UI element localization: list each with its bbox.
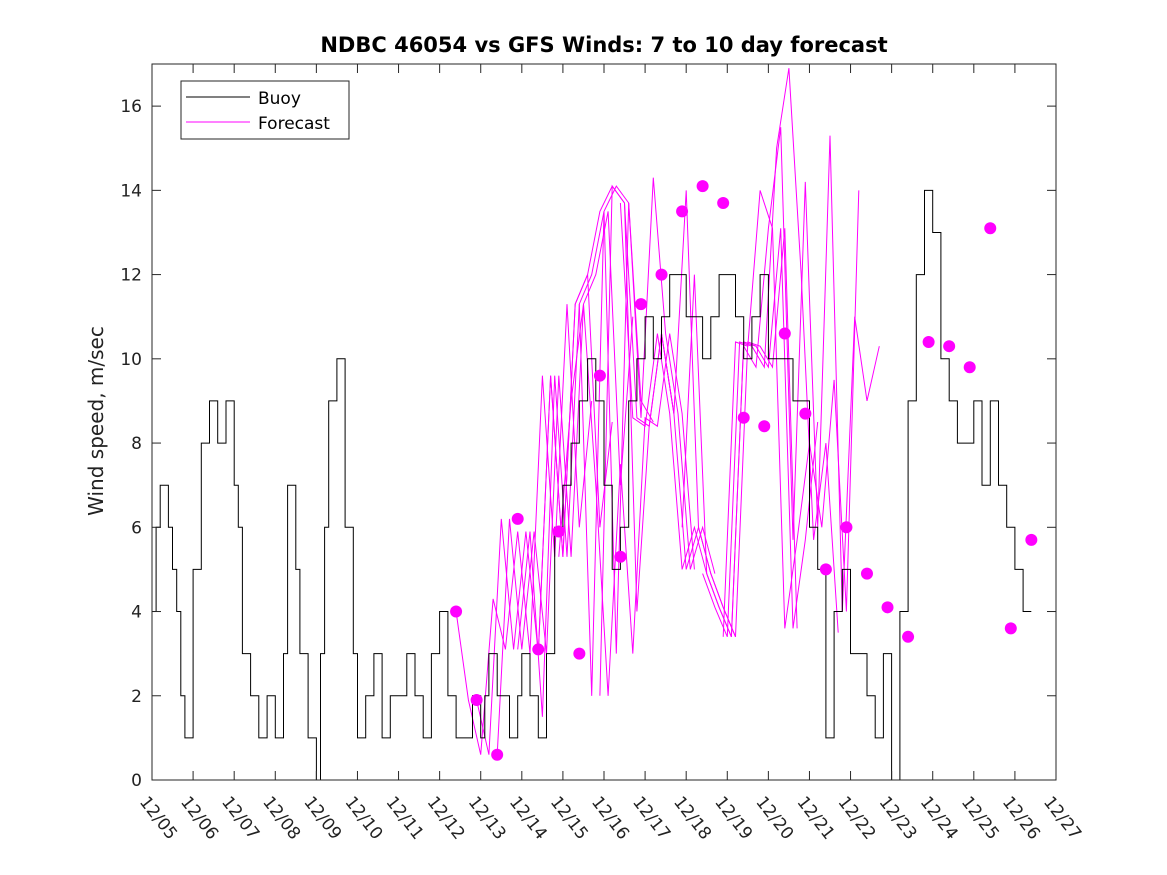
x-tick-label: 12/09 [299,793,345,844]
forecast-marker [943,340,956,353]
x-tick-label: 12/13 [464,793,510,844]
x-tick-label: 12/11 [382,793,428,844]
forecast-marker [614,550,627,563]
forecast-marker [1004,622,1017,635]
y-tick-label: 2 [131,687,142,707]
x-tick-label: 12/27 [1039,793,1085,844]
x-tick-label: 12/20 [751,793,797,844]
legend-label-buoy: Buoy [258,89,301,109]
forecast-marker [532,643,545,656]
legend-box [180,80,350,140]
forecast-run-line [578,177,716,696]
forecast-marker [860,567,873,580]
forecast-marker [799,407,812,420]
x-tick-label: 12/05 [135,793,181,844]
forecast-marker [778,327,791,340]
legend: Buoy Forecast [180,80,350,140]
forecast-marker [963,361,976,374]
x-tick-label: 12/24 [916,793,962,844]
y-tick-label: 16 [120,97,142,117]
forecast-marker [511,512,524,525]
y-tick-label: 14 [120,181,142,201]
forecast-marker [737,411,750,424]
x-tick-label: 12/08 [258,793,304,844]
x-tick-label: 12/06 [176,793,222,844]
x-tick-label: 12/17 [628,793,674,844]
forecast-marker [717,196,730,209]
forecast-marker [984,222,997,235]
forecast-marker [655,268,668,281]
forecast-marker [634,298,647,311]
forecast-marker [840,521,853,534]
x-tick-label: 12/07 [217,793,263,844]
x-tick-label: 12/26 [998,793,1044,844]
forecast-marker [470,693,483,706]
chart-title: NDBC 46054 vs GFS Winds: 7 to 10 day for… [320,33,887,57]
forecast-marker [491,748,504,761]
forecast-run-line [722,190,860,637]
y-tick-label: 6 [131,518,142,538]
forecast-marker [1025,533,1038,546]
x-tick-label: 12/25 [957,793,1003,844]
legend-label-forecast: Forecast [258,114,330,134]
x-tick-label: 12/23 [875,793,921,844]
y-axis-label: Wind speed, m/sec [84,326,108,516]
forecast-run-line [743,127,880,612]
forecast-marker [552,525,565,538]
x-tick-label: 12/19 [710,793,756,844]
x-tick-label: 12/21 [793,793,839,844]
forecast-marker [573,647,586,660]
forecast-marker [881,601,894,614]
y-axis: 0 2 4 6 8 10 12 14 16 [120,97,1056,791]
x-tick-label: 12/22 [834,793,880,844]
x-tick-label: 12/15 [546,793,592,844]
x-tick-label: 12/12 [423,793,469,844]
y-tick-label: 12 [120,266,142,286]
x-tick-label: 12/14 [505,793,551,844]
forecast-run-line [558,304,695,696]
forecast-marker [676,205,689,218]
forecast-run-line [702,68,839,637]
y-tick-label: 10 [120,350,142,370]
forecast-marker [696,180,709,193]
forecast-run-line [681,228,819,637]
forecast-run-line [661,228,798,637]
forecast-series [455,68,880,755]
forecast-marker [593,369,606,382]
forecast-marker [922,335,935,348]
buoy-line [152,189,1032,781]
forecast-marker [902,630,915,643]
forecast-marker [450,605,463,618]
forecast-marker [758,420,771,433]
x-tick-label: 12/10 [341,793,387,844]
y-tick-label: 8 [131,434,142,454]
y-tick-label: 4 [131,603,142,623]
buoy-series [152,189,1032,781]
x-tick-label: 12/18 [669,793,715,844]
y-tick-label: 0 [131,771,142,791]
forecast-markers [450,180,1038,761]
forecast-marker [819,563,832,576]
x-tick-label: 12/16 [587,793,633,844]
